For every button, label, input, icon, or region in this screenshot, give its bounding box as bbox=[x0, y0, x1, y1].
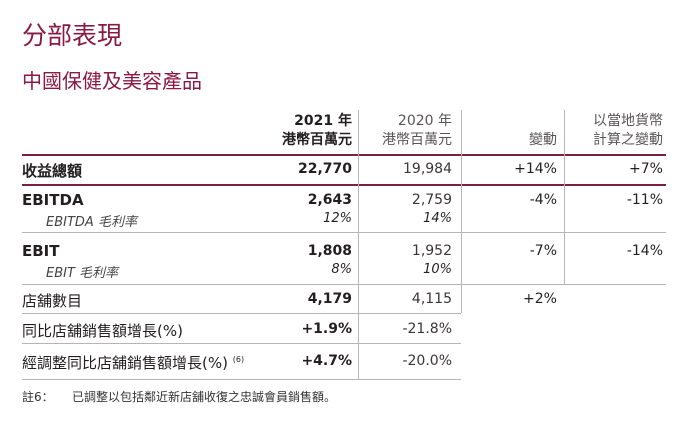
row-rule-4 bbox=[22, 313, 461, 314]
header-change: 變動 bbox=[529, 132, 557, 148]
row-label-ebitda: EBITDA bbox=[22, 191, 84, 209]
row-label-revenue: 收益總額 bbox=[22, 162, 83, 180]
row-ebitda-previous: 2,759 bbox=[411, 192, 452, 208]
row-revenue-previous: 19,984 bbox=[403, 161, 452, 177]
row-rule-3 bbox=[22, 284, 666, 285]
adjusted-comparable-store-sales-label-text: 經調整同比店舖銷售額增長(%) bbox=[22, 354, 228, 372]
row-revenue-local-change: +7% bbox=[629, 161, 663, 177]
header-previous-year: 2020 年 bbox=[397, 113, 452, 129]
row-revenue-change: +14% bbox=[514, 161, 557, 177]
row-ebitda-margin-previous: 14% bbox=[423, 211, 452, 226]
footnote-ref-6: (6) bbox=[232, 355, 245, 364]
row-ebit-previous: 1,952 bbox=[411, 243, 452, 259]
row-ebit-local-change: -14% bbox=[626, 243, 663, 259]
row-store-count-change: +2% bbox=[523, 291, 557, 307]
header-previous-unit: 港幣百萬元 bbox=[382, 132, 452, 148]
row-ebit-margin-previous: 10% bbox=[423, 262, 452, 277]
row-rule-1 bbox=[22, 184, 666, 186]
row-comparable-store-sales-previous: -21.8% bbox=[402, 321, 452, 337]
col-rule-3 bbox=[564, 110, 565, 284]
row-rule-5 bbox=[22, 343, 461, 344]
row-label-comparable-store-sales: 同比店舖銷售額增長(%) bbox=[22, 322, 183, 340]
header-local-change-line2: 計算之變動 bbox=[593, 132, 663, 148]
row-ebitda-current: 2,643 bbox=[307, 192, 352, 208]
header-local-change-line1: 以當地貨幣 bbox=[593, 113, 663, 129]
header-current-year: 2021 年 bbox=[294, 113, 352, 129]
row-rule-6 bbox=[22, 379, 461, 380]
row-adjusted-comparable-store-sales-previous: -20.0% bbox=[402, 353, 452, 369]
row-label-adjusted-comparable-store-sales: 經調整同比店舖銷售額增長(%) (6) bbox=[22, 352, 244, 373]
sub-title: 中國保健及美容產品 bbox=[22, 69, 202, 93]
section-title: 分部表現 bbox=[22, 21, 123, 50]
footnote-text: 已調整以包括鄰近新店舖收復之忠誠會員銷售額。 bbox=[72, 390, 337, 404]
row-label-ebit: EBIT bbox=[22, 242, 60, 260]
row-adjusted-comparable-store-sales-current: +4.7% bbox=[301, 353, 352, 369]
footnote-ref: 註6： bbox=[22, 390, 54, 404]
row-label-store-count: 店舖數目 bbox=[22, 292, 83, 310]
row-ebitda-margin-current: 12% bbox=[323, 211, 352, 226]
row-ebit-current: 1,808 bbox=[307, 243, 352, 259]
row-ebitda-change: -4% bbox=[529, 192, 557, 208]
row-label-ebitda-margin: EBITDA 毛利率 bbox=[46, 215, 137, 230]
header-rule bbox=[22, 154, 666, 156]
header-current-unit: 港幣百萬元 bbox=[282, 132, 352, 148]
row-ebit-margin-current: 8% bbox=[331, 262, 352, 277]
row-revenue-current: 22,770 bbox=[297, 161, 352, 177]
row-ebitda-local-change: -11% bbox=[626, 192, 663, 208]
row-ebit-change: -7% bbox=[529, 243, 557, 259]
col-rule-1 bbox=[358, 110, 359, 379]
row-comparable-store-sales-current: +1.9% bbox=[301, 321, 352, 337]
col-rule-2 bbox=[461, 110, 462, 313]
row-label-ebit-margin: EBIT 毛利率 bbox=[46, 266, 119, 281]
row-rule-2 bbox=[22, 232, 666, 233]
row-store-count-previous: 4,115 bbox=[411, 291, 452, 307]
row-store-count-current: 4,179 bbox=[307, 291, 352, 307]
